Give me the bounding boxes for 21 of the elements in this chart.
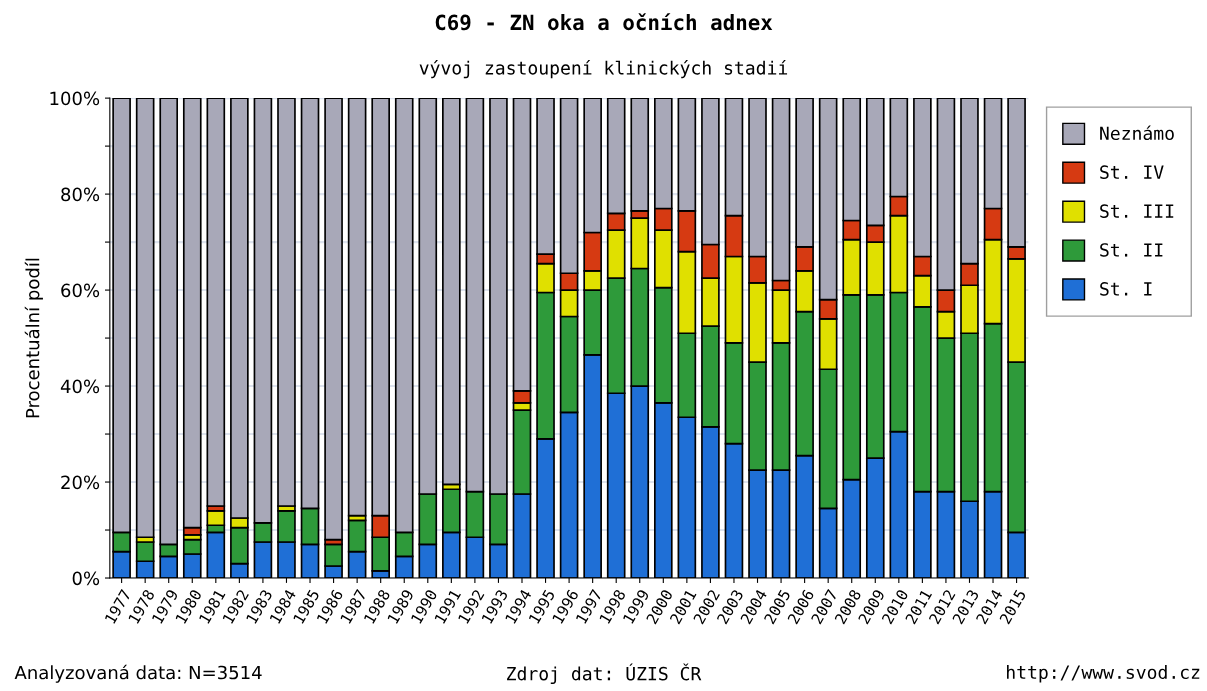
bar bbox=[442, 98, 461, 486]
y-tick-label: 100% bbox=[50, 91, 100, 106]
text: Analyzovaná data: N=3514 bbox=[14, 664, 262, 683]
bar bbox=[324, 98, 343, 541]
text: Zdroj dat: ÚZIS ČR bbox=[507, 663, 702, 684]
bar bbox=[135, 98, 155, 539]
y-tick-label: 20% bbox=[61, 475, 100, 490]
y-axis-title: Procentuální podíl bbox=[24, 258, 43, 418]
chart-subtitle: vývoj zastoupení klinických stadií bbox=[419, 60, 788, 79]
legend-label: Neznámo bbox=[1100, 125, 1174, 141]
legend-label: St. III bbox=[1100, 204, 1174, 218]
y-tick-label: 40% bbox=[60, 379, 100, 394]
y-tick-label: 80% bbox=[61, 187, 100, 202]
bar bbox=[347, 98, 367, 517]
y-tick-label: 0% bbox=[72, 571, 100, 586]
legend-label: St. II bbox=[1100, 243, 1163, 257]
legend-label: St. IV bbox=[1100, 165, 1164, 179]
legend-label: St. I bbox=[1100, 282, 1152, 296]
chart-title: C69 - ZN oka a očních adnex bbox=[435, 13, 773, 31]
text: http://www.svod.cz bbox=[1007, 665, 1200, 683]
y-tick-label: 60% bbox=[61, 283, 100, 298]
